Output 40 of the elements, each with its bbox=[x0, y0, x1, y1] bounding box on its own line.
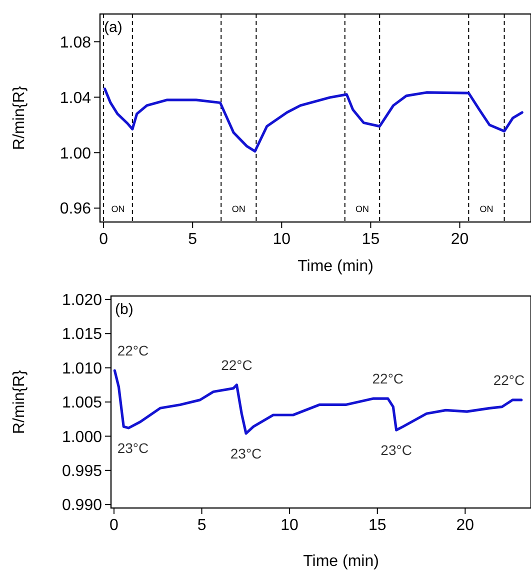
chart-title: (a) bbox=[104, 19, 122, 36]
annotation: 23°C bbox=[380, 442, 412, 458]
x-axis-title: Time (min) bbox=[303, 553, 379, 570]
y-tick-label: 1.020 bbox=[62, 292, 102, 310]
y-tick-label: 1.08 bbox=[60, 34, 92, 52]
x-tick-label: 20 bbox=[456, 517, 474, 534]
y-tick-label: 0.96 bbox=[60, 200, 92, 218]
y-tick-label: 1.005 bbox=[62, 394, 102, 412]
y-tick-label: 0.995 bbox=[62, 462, 102, 480]
y-tick-label: 1.00 bbox=[60, 145, 92, 162]
x-tick-label: 10 bbox=[272, 231, 291, 248]
annotation: 23°C bbox=[117, 440, 149, 456]
annotation: 23°C bbox=[230, 445, 262, 462]
x-tick-label: 15 bbox=[362, 231, 380, 248]
annotation: 22°C bbox=[372, 370, 404, 386]
y-axis-title: R/min{R} bbox=[11, 85, 28, 150]
annotation: 22°C bbox=[493, 372, 525, 388]
y-axis-title: R/min{R} bbox=[11, 369, 28, 434]
y-tick-label: 1.000 bbox=[62, 428, 102, 446]
annotation: 22°C bbox=[117, 342, 149, 358]
x-tick-label: 0 bbox=[99, 231, 108, 248]
x-tick-label: 0 bbox=[110, 517, 119, 534]
y-tick-label: 1.010 bbox=[62, 360, 102, 378]
ref-line-label: ON bbox=[111, 204, 125, 214]
x-tick-label: 5 bbox=[188, 231, 198, 248]
ref-line-label: ON bbox=[356, 204, 369, 214]
y-tick-label: 0.990 bbox=[62, 497, 102, 514]
x-tick-label: 10 bbox=[280, 517, 299, 534]
line-series bbox=[104, 88, 524, 153]
x-tick-label: 5 bbox=[197, 517, 206, 534]
chart-title: (b) bbox=[115, 301, 134, 318]
ref-line-label: ON bbox=[480, 204, 494, 214]
line-series bbox=[113, 369, 523, 435]
x-tick-label: 20 bbox=[450, 231, 469, 248]
x-axis-title: Time (min) bbox=[298, 258, 374, 275]
annotation: 22°C bbox=[221, 356, 252, 373]
x-tick-label: 15 bbox=[368, 517, 386, 534]
y-tick-label: 1.04 bbox=[60, 90, 92, 107]
ref-line-label: ON bbox=[232, 204, 246, 214]
y-tick-label: 1.015 bbox=[62, 326, 102, 344]
